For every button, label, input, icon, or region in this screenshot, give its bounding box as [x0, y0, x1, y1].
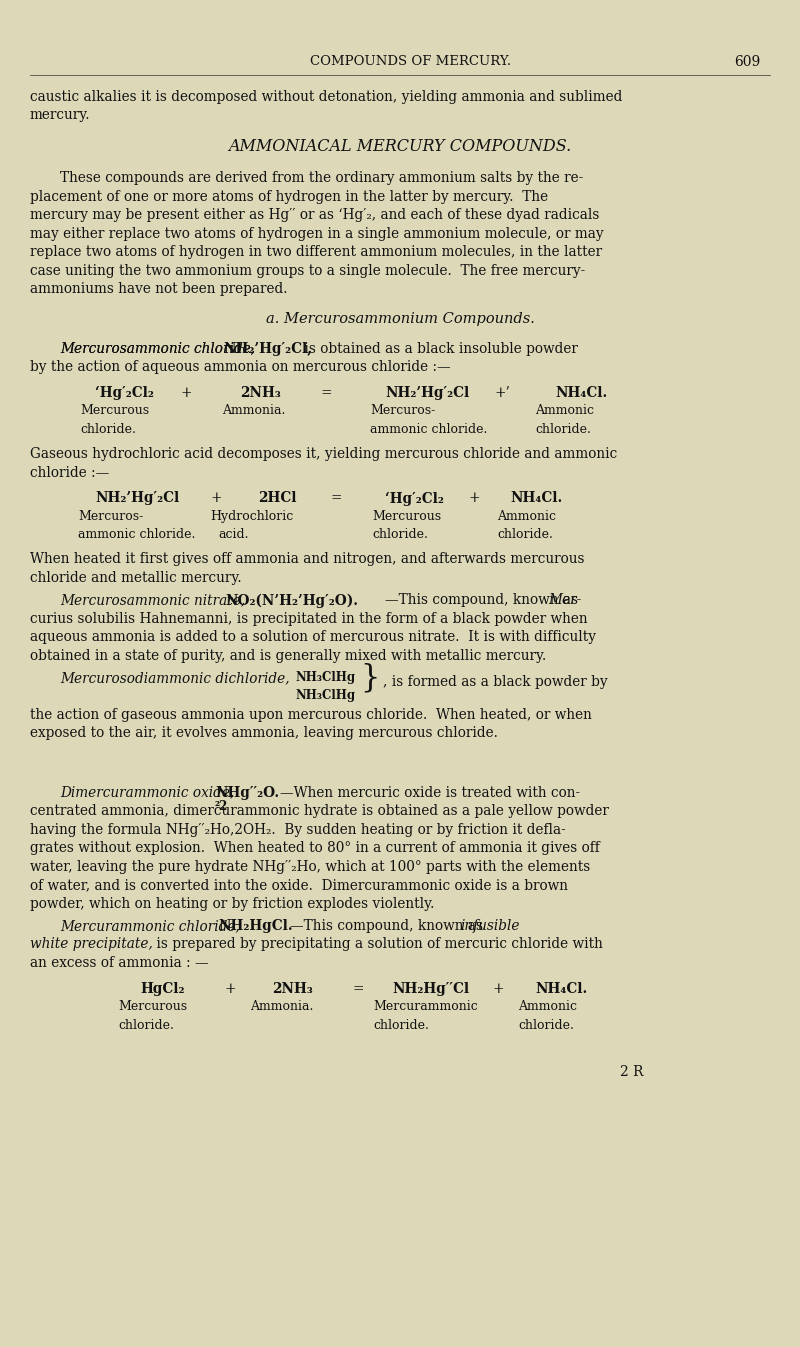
- Text: Dimercurammonic oxide,: Dimercurammonic oxide,: [60, 785, 234, 800]
- Text: Mercurous: Mercurous: [118, 1001, 187, 1013]
- Text: 2NH₃: 2NH₃: [240, 387, 281, 400]
- Text: Mercurammonic chloride,: Mercurammonic chloride,: [60, 919, 240, 933]
- Text: chloride.: chloride.: [497, 528, 553, 541]
- Text: COMPOUNDS OF MERCURY.: COMPOUNDS OF MERCURY.: [310, 55, 511, 67]
- Text: NO₂(N’H₂’Hg′₂O).: NO₂(N’H₂’Hg′₂O).: [225, 593, 358, 607]
- Text: Mercuros-: Mercuros-: [78, 511, 143, 523]
- Text: Mercurammonic: Mercurammonic: [373, 1001, 478, 1013]
- Text: When heated it first gives off ammonia and nitrogen, and afterwards mercurous: When heated it first gives off ammonia a…: [30, 552, 585, 567]
- Text: obtained in a state of purity, and is generally mixed with metallic mercury.: obtained in a state of purity, and is ge…: [30, 649, 546, 663]
- Text: 2HCl: 2HCl: [258, 492, 297, 505]
- Text: ammonic chloride.: ammonic chloride.: [78, 528, 195, 541]
- Text: replace two atoms of hydrogen in two different ammonium molecules, in the latter: replace two atoms of hydrogen in two dif…: [30, 245, 602, 260]
- Text: NH₂HgCl.: NH₂HgCl.: [218, 919, 293, 933]
- Text: }: }: [360, 663, 379, 694]
- Text: exposed to the air, it evolves ammonia, leaving mercurous chloride.: exposed to the air, it evolves ammonia, …: [30, 726, 498, 741]
- Text: ammonic chloride.: ammonic chloride.: [370, 423, 487, 436]
- Text: Mercurosammonic nitrate,: Mercurosammonic nitrate,: [60, 593, 246, 607]
- Text: mercury.: mercury.: [30, 109, 90, 123]
- Text: an excess of ammonia : —: an excess of ammonia : —: [30, 956, 209, 970]
- Text: =: =: [320, 387, 331, 400]
- Text: aqueous ammonia is added to a solution of mercurous nitrate.  It is with difficu: aqueous ammonia is added to a solution o…: [30, 630, 596, 644]
- Text: NH₄Cl.: NH₄Cl.: [555, 387, 607, 400]
- Text: the action of gaseous ammonia upon mercurous chloride.  When heated, or when: the action of gaseous ammonia upon mercu…: [30, 709, 592, 722]
- Text: powder, which on heating or by friction explodes violently.: powder, which on heating or by friction …: [30, 897, 434, 911]
- Text: Mercurous: Mercurous: [80, 404, 149, 418]
- Text: chloride.: chloride.: [80, 423, 136, 436]
- Text: 2 R: 2 R: [620, 1065, 643, 1079]
- Text: case uniting the two ammonium groups to a single molecule.  The free mercury-: case uniting the two ammonium groups to …: [30, 264, 586, 277]
- Text: HgCl₂: HgCl₂: [140, 982, 185, 995]
- Text: chloride.: chloride.: [373, 1018, 429, 1032]
- Text: —This compound, known as: —This compound, known as: [290, 919, 487, 933]
- Text: having the formula NHg′′₂Ho,2OH₂.  By sudden heating or by friction it defla-: having the formula NHg′′₂Ho,2OH₂. By sud…: [30, 823, 566, 836]
- Text: NH₂’Hg′₂Cl,: NH₂’Hg′₂Cl,: [223, 342, 312, 356]
- Text: =: =: [352, 982, 363, 995]
- Text: NH₃ClHg: NH₃ClHg: [295, 671, 355, 684]
- Text: curius solubilis Hahnemanni, is precipitated in the form of a black powder when: curius solubilis Hahnemanni, is precipit…: [30, 612, 588, 626]
- Text: , is formed as a black powder by: , is formed as a black powder by: [383, 675, 608, 688]
- Text: caustic alkalies it is decomposed without detonation, yielding ammonia and subli: caustic alkalies it is decomposed withou…: [30, 90, 622, 104]
- Text: Hydrochloric: Hydrochloric: [210, 511, 294, 523]
- Text: ‘Hg′₂Cl₂: ‘Hg′₂Cl₂: [385, 492, 444, 505]
- Text: of water, and is converted into the oxide.  Dimercurammonic oxide is a brown: of water, and is converted into the oxid…: [30, 878, 568, 892]
- Text: NH₂’Hg′₂Cl: NH₂’Hg′₂Cl: [95, 492, 179, 505]
- Text: +: +: [180, 387, 191, 400]
- Text: Mercurosammonic chloride,: Mercurosammonic chloride,: [60, 342, 255, 356]
- Text: =: =: [330, 492, 342, 505]
- Text: chloride.: chloride.: [118, 1018, 174, 1032]
- Text: These compounds are derived from the ordinary ammonium salts by the re-: These compounds are derived from the ord…: [60, 171, 583, 186]
- Text: a. Mercurosammonium Compounds.: a. Mercurosammonium Compounds.: [266, 313, 534, 326]
- Text: NH₂’Hg′₂Cl: NH₂’Hg′₂Cl: [385, 387, 470, 400]
- Text: water, leaving the pure hydrate NHg′′₂Ho, which at 100° parts with the elements: water, leaving the pure hydrate NHg′′₂Ho…: [30, 859, 590, 874]
- Text: chloride.: chloride.: [535, 423, 591, 436]
- Text: Mercurosodiammonic dichloride,: Mercurosodiammonic dichloride,: [60, 671, 290, 684]
- Text: Ammonia.: Ammonia.: [250, 1001, 314, 1013]
- Text: NH₂Hg′′Cl: NH₂Hg′′Cl: [392, 982, 469, 995]
- Text: NH₄Cl.: NH₄Cl.: [535, 982, 587, 995]
- Text: +: +: [225, 982, 237, 995]
- Text: Mer-: Mer-: [548, 593, 582, 607]
- Text: Ammonic: Ammonic: [518, 1001, 577, 1013]
- Text: ‘Hg′₂Cl₂: ‘Hg′₂Cl₂: [95, 387, 154, 400]
- Text: may either replace two atoms of hydrogen in a single ammonium molecule, or may: may either replace two atoms of hydrogen…: [30, 226, 604, 241]
- Text: placement of one or more atoms of hydrogen in the latter by mercury.  The: placement of one or more atoms of hydrog…: [30, 190, 548, 203]
- Text: ²2: ²2: [215, 800, 228, 814]
- Text: NH₄Cl.: NH₄Cl.: [510, 492, 562, 505]
- Text: by the action of aqueous ammonia on mercurous chloride :—: by the action of aqueous ammonia on merc…: [30, 360, 450, 374]
- Text: ammoniums have not been prepared.: ammoniums have not been prepared.: [30, 283, 287, 296]
- Text: +: +: [493, 982, 505, 995]
- Text: Mercuros-: Mercuros-: [370, 404, 435, 418]
- Text: Ammonia.: Ammonia.: [222, 404, 286, 418]
- Text: Ammonic: Ammonic: [535, 404, 594, 418]
- Text: AMMONIACAL MERCURY COMPOUNDS.: AMMONIACAL MERCURY COMPOUNDS.: [228, 139, 572, 155]
- Text: infusible: infusible: [460, 919, 519, 933]
- Text: grates without explosion.  When heated to 80° in a current of ammonia it gives o: grates without explosion. When heated to…: [30, 841, 600, 855]
- Text: is prepared by precipitating a solution of mercuric chloride with: is prepared by precipitating a solution …: [152, 938, 603, 951]
- Text: white precipitate,: white precipitate,: [30, 938, 153, 951]
- Text: Mercurosammonic chloride,: Mercurosammonic chloride,: [60, 342, 255, 356]
- Text: chloride and metallic mercury.: chloride and metallic mercury.: [30, 571, 242, 585]
- Text: chloride.: chloride.: [518, 1018, 574, 1032]
- Text: 609: 609: [734, 55, 760, 69]
- Text: chloride :—: chloride :—: [30, 466, 110, 480]
- Text: centrated ammonia, dimercurammonic hydrate is obtained as a pale yellow powder: centrated ammonia, dimercurammonic hydra…: [30, 804, 609, 818]
- Text: acid.: acid.: [218, 528, 249, 541]
- Text: +: +: [468, 492, 479, 505]
- Text: —When mercuric oxide is treated with con-: —When mercuric oxide is treated with con…: [280, 785, 580, 800]
- Text: NH₃ClHg: NH₃ClHg: [295, 690, 355, 702]
- Text: Ammonic: Ammonic: [497, 511, 556, 523]
- Text: +’: +’: [495, 387, 511, 400]
- Text: NHg′′₂O.: NHg′′₂O.: [215, 785, 279, 800]
- Text: mercury may be present either as Hg′′ or as ‘Hg′₂, and each of these dyad radica: mercury may be present either as Hg′′ or…: [30, 209, 599, 222]
- Text: +: +: [210, 492, 222, 505]
- Text: 2NH₃: 2NH₃: [272, 982, 313, 995]
- Text: —This compound, known as: —This compound, known as: [385, 593, 582, 607]
- Text: chloride.: chloride.: [372, 528, 428, 541]
- Text: Gaseous hydrochloric acid decomposes it, yielding mercurous chloride and ammonic: Gaseous hydrochloric acid decomposes it,…: [30, 447, 618, 461]
- Text: Mercurous: Mercurous: [372, 511, 441, 523]
- Text: is obtained as a black insoluble powder: is obtained as a black insoluble powder: [300, 342, 578, 356]
